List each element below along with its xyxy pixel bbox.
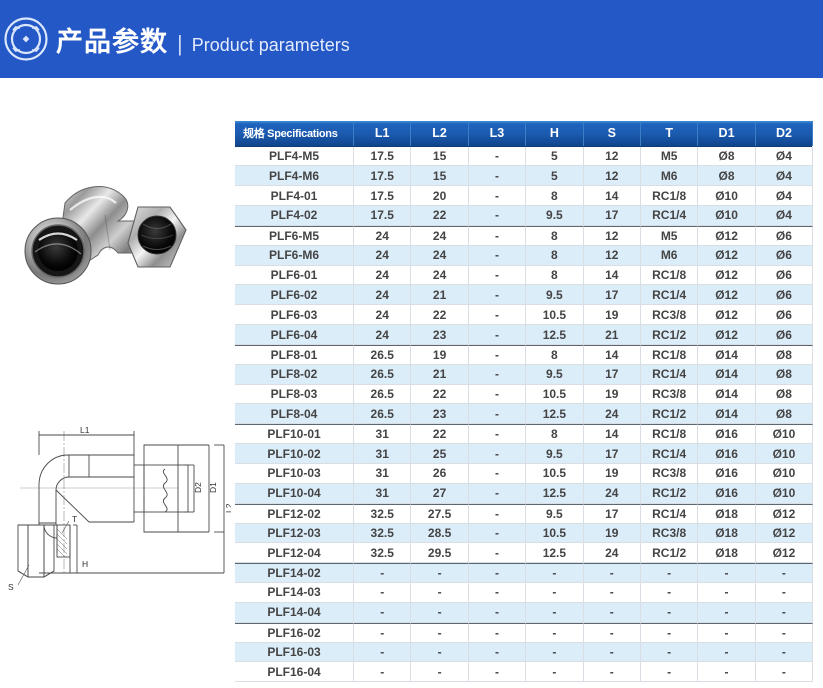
svg-text:D2: D2: [193, 482, 203, 493]
svg-text:D1: D1: [208, 482, 218, 493]
svg-text:S: S: [8, 582, 14, 592]
svg-text:T: T: [72, 514, 77, 524]
svg-text:H: H: [82, 559, 88, 569]
svg-text:L2: L2: [224, 503, 231, 513]
svg-text:L1: L1: [80, 425, 90, 435]
